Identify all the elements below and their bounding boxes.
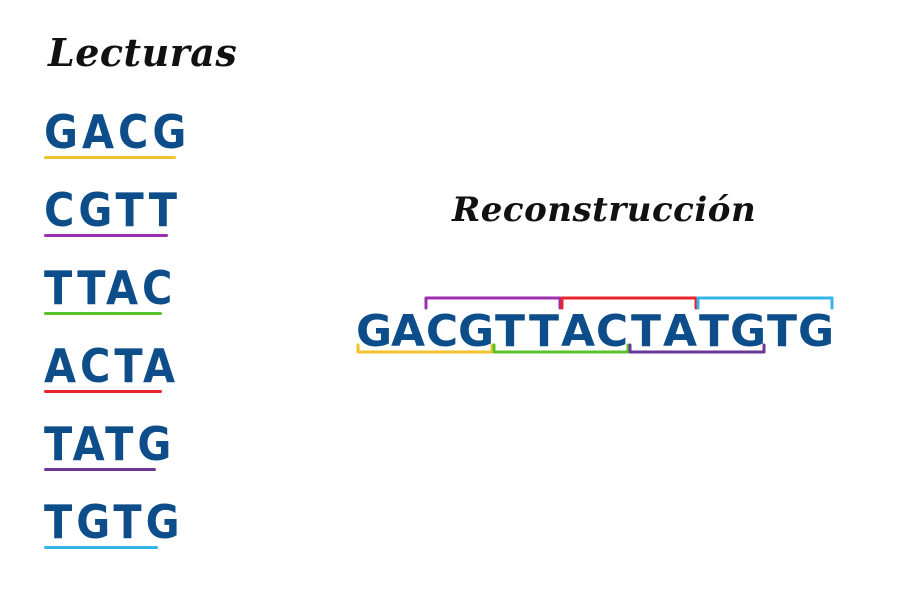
- read-2-underline: [44, 234, 168, 237]
- overlap-bracket-gacg: [356, 343, 494, 354]
- reconstruction-letter-4: G: [458, 306, 494, 357]
- overlap-bracket-tatg: [628, 343, 766, 354]
- reconstruction-letter-14: G: [798, 306, 834, 357]
- read-4-sequence: ACTA: [44, 339, 180, 393]
- read-5: TATG: [44, 418, 184, 478]
- read-1: GACG: [44, 106, 186, 166]
- reads-title: Lecturas: [48, 30, 238, 75]
- read-6: TGTG: [44, 496, 184, 556]
- reconstruction-letter-9: T: [631, 306, 661, 357]
- reconstruction-letter-3: C: [426, 306, 458, 357]
- overlap-bracket-acta: [560, 296, 698, 310]
- read-1-sequence: GACG: [44, 105, 191, 159]
- read-5-sequence: TATG: [44, 417, 176, 471]
- read-2: CGTT: [44, 184, 184, 244]
- read-2-sequence: CGTT: [44, 183, 182, 237]
- reconstruction-letter-11: T: [699, 306, 729, 357]
- reconstruction-letter-13: T: [767, 306, 797, 357]
- reconstruction-letter-5: T: [495, 306, 525, 357]
- read-3: TTAC: [44, 262, 184, 322]
- read-4-underline: [44, 390, 162, 393]
- overlap-bracket-cgtt: [424, 296, 562, 310]
- overlap-bracket-tgtg: [696, 296, 834, 310]
- read-3-sequence: TTAC: [44, 261, 177, 315]
- reconstruction-letter-10: A: [663, 306, 697, 357]
- reconstruction-title: Reconstrucción: [452, 190, 757, 230]
- reconstruction-letter-6: T: [529, 306, 559, 357]
- read-6-underline: [44, 546, 158, 549]
- read-1-underline: [44, 156, 176, 159]
- reconstruction-letter-7: A: [561, 306, 595, 357]
- read-5-underline: [44, 468, 156, 471]
- reconstruction-letter-8: C: [596, 306, 628, 357]
- overlap-bracket-ttac: [492, 343, 630, 354]
- reconstruction-letter-1: G: [356, 306, 392, 357]
- read-6-sequence: TGTG: [44, 495, 184, 549]
- read-3-underline: [44, 312, 162, 315]
- read-4: ACTA: [44, 340, 184, 400]
- reconstruction-letter-12: G: [730, 306, 766, 357]
- reconstruction-letter-2: A: [391, 306, 425, 357]
